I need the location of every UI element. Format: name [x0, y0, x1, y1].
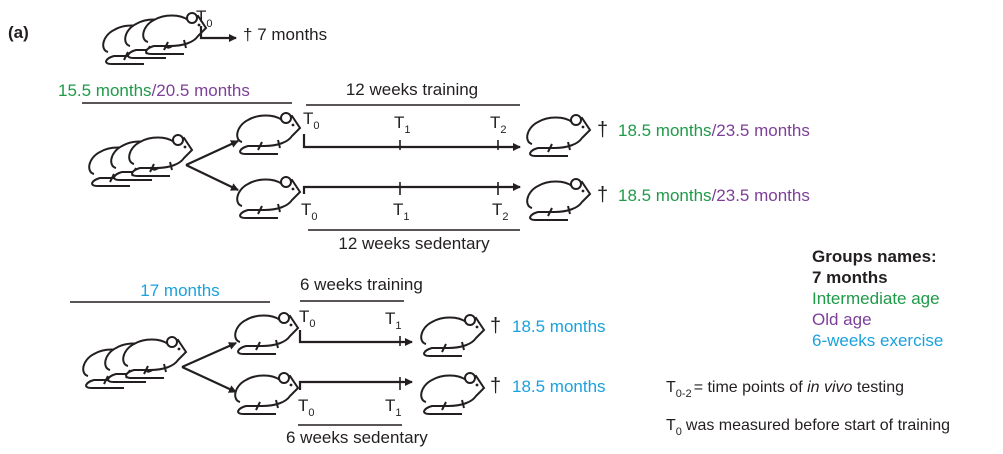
mouse: [235, 373, 298, 414]
start-age: 17 months: [140, 281, 219, 300]
text: 18.5 months: [618, 121, 712, 140]
timeline: [300, 382, 412, 390]
text: T: [394, 113, 404, 132]
note: T0-2= time points of in vivo testing: [666, 379, 904, 400]
text: 20.5 months: [156, 81, 250, 100]
end-age: † 7 months: [243, 25, 327, 44]
text: T: [298, 396, 308, 415]
panel-label: (a): [8, 23, 29, 42]
timepoint: T0: [303, 109, 320, 132]
text: 0: [313, 120, 319, 132]
text: T: [385, 396, 395, 415]
tick: [400, 182, 498, 195]
text: 1: [404, 124, 410, 136]
timepoint: T0: [298, 396, 315, 419]
text: 23.5 months: [716, 121, 810, 140]
timepoint: T1: [393, 200, 410, 223]
text: = time points of: [694, 379, 807, 396]
timepoint: T0: [299, 307, 316, 330]
group-label: 12 weeks sedentary: [338, 234, 490, 253]
timepoint: T0: [301, 200, 318, 223]
text: T: [196, 7, 206, 26]
legend-item: Intermediate age: [812, 289, 940, 308]
text: in vivo: [807, 379, 852, 396]
mice-group: [89, 135, 192, 186]
legend-title: Groups names:: [812, 247, 937, 266]
text: testing: [852, 379, 904, 396]
group-label: 6 weeks sedentary: [286, 428, 428, 447]
legend-item: 7 months: [812, 268, 888, 287]
text: 1: [403, 211, 409, 223]
mouse: [235, 313, 298, 354]
legend-item: Old age: [812, 310, 872, 329]
text: †: [243, 25, 252, 44]
dagger: †: [490, 375, 501, 397]
timeline: [304, 134, 520, 147]
text: T: [492, 200, 502, 219]
mice-group: [103, 13, 206, 64]
text: 0: [676, 426, 682, 438]
arrow: [182, 367, 236, 392]
text: T: [666, 417, 676, 434]
text: 0: [309, 318, 315, 330]
text: T: [301, 200, 311, 219]
text: T: [299, 307, 309, 326]
text: 2: [502, 211, 508, 223]
arrow: [186, 141, 238, 165]
arrow: [186, 165, 238, 190]
dagger: †: [597, 184, 608, 206]
text: 23.5 months: [716, 186, 810, 205]
timepoint: T2: [492, 200, 509, 223]
group-label: 6 weeks training: [300, 275, 423, 294]
text: T: [385, 309, 395, 328]
text: 0-2: [676, 388, 692, 400]
end-age: 18.5 months: [512, 377, 606, 396]
dagger: †: [490, 315, 501, 337]
tick: [400, 140, 498, 150]
text: 7 months: [257, 25, 327, 44]
mouse: [527, 179, 590, 220]
timepoint: T1: [385, 309, 402, 332]
timepoint: T1: [385, 396, 402, 419]
text: 0: [206, 18, 212, 30]
text: 2: [500, 124, 506, 136]
arrow: [182, 343, 236, 367]
group-label: 12 weeks training: [346, 80, 478, 99]
timepoint: T1: [394, 113, 411, 136]
dagger: †: [597, 119, 608, 141]
text: 0: [308, 407, 314, 419]
mouse: [237, 113, 300, 154]
mice-group: [83, 337, 186, 388]
diagram: (a) T0 † 7 months 15.5 months/20.5 month…: [0, 0, 1003, 454]
timepoint: T2: [490, 113, 507, 136]
text: 15.5 months: [58, 81, 152, 100]
text: T: [666, 379, 676, 396]
start-ages: 15.5 months/20.5 months: [58, 81, 250, 100]
text: T: [393, 200, 403, 219]
end-ages: 18.5 months/23.5 months: [618, 186, 810, 205]
text: was measured before start of training: [685, 417, 950, 434]
text: 1: [395, 407, 401, 419]
mouse: [237, 177, 300, 218]
text: T: [303, 109, 313, 128]
mouse: [527, 115, 590, 156]
timeline: [304, 187, 520, 194]
text: 1: [395, 320, 401, 332]
end-age: 18.5 months: [512, 317, 606, 336]
text: 0: [311, 211, 317, 223]
end-ages: 18.5 months/23.5 months: [618, 121, 810, 140]
mouse: [421, 373, 484, 414]
text: T: [490, 113, 500, 132]
legend-item: 6-weeks exercise: [812, 331, 943, 350]
text: 18.5 months: [618, 186, 712, 205]
mouse: [421, 315, 484, 356]
